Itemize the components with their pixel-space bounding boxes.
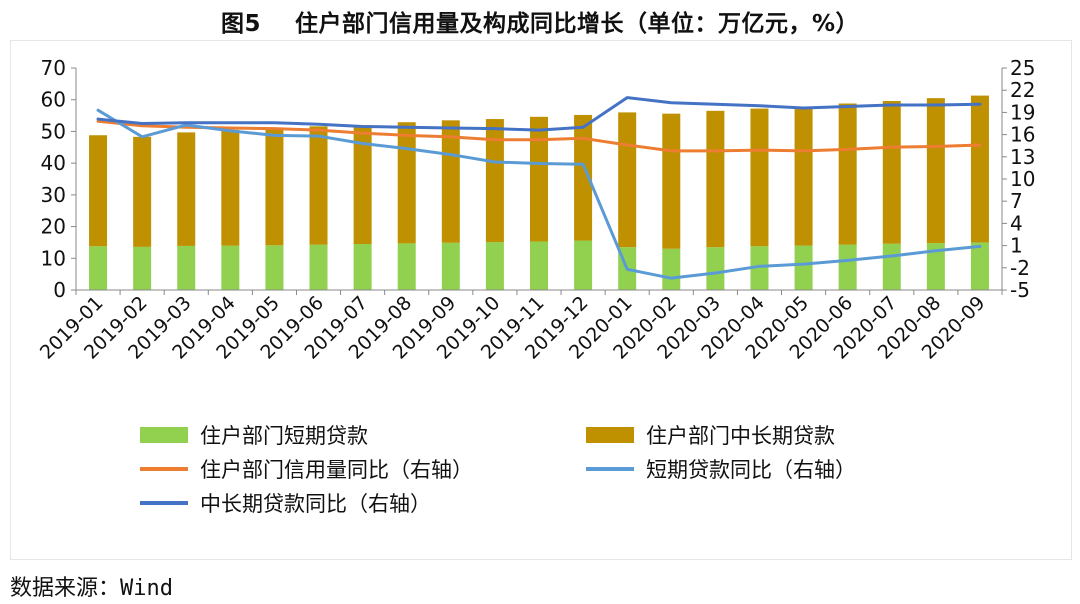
line-series xyxy=(96,96,982,132)
bar-long-loans xyxy=(926,98,945,244)
bar-long-loans xyxy=(441,120,460,243)
bar-short-loans xyxy=(177,245,196,290)
bar-short-loans xyxy=(530,241,548,290)
bar-short-loans xyxy=(838,244,857,290)
bar-long-loans xyxy=(530,116,548,242)
left-tick-label: 50 xyxy=(41,119,66,143)
left-tick-label: 0 xyxy=(53,278,66,302)
bar-short-loans xyxy=(265,245,284,290)
legend-credit-yoy: 住户部门信用量同比（右轴） xyxy=(140,456,473,482)
bar-long-loans xyxy=(706,110,725,248)
bar-short-loans xyxy=(353,244,372,290)
bar-long-loans xyxy=(353,125,372,245)
legend-label-long-loans: 住户部门中长期贷款 xyxy=(646,424,835,448)
bar-short-loans xyxy=(662,248,681,290)
legend-label-short-loans: 住户部门短期贷款 xyxy=(200,424,368,448)
bar-short-loans xyxy=(574,240,593,290)
bar-short-loans xyxy=(706,247,725,290)
bar-long-loans xyxy=(750,108,769,247)
bar-short-loans xyxy=(89,246,108,290)
right-tick-label: 25 xyxy=(1010,56,1035,80)
legend-short-yoy: 短期贷款同比（右轴） xyxy=(586,456,856,482)
right-tick-label: 19 xyxy=(1010,100,1035,124)
bar-long-loans xyxy=(221,129,240,246)
chart-title: 图5 住户部门信用量及构成同比增长（单位：万亿元，%） xyxy=(220,11,860,37)
bar-short-loans xyxy=(794,245,813,290)
right-tick-label: 4 xyxy=(1010,211,1023,235)
left-tick-label: 20 xyxy=(41,215,66,239)
bar-long-loans xyxy=(794,106,813,246)
bar-short-loans xyxy=(397,243,416,290)
bar-short-loans xyxy=(221,245,240,290)
bar-short-loans xyxy=(926,243,945,290)
data-source: 数据来源：Wind xyxy=(10,576,173,601)
right-tick-label: 16 xyxy=(1010,123,1035,147)
bar-long-loans xyxy=(397,122,416,244)
right-tick-label: 7 xyxy=(1010,189,1023,213)
bar-short-loans xyxy=(750,246,769,290)
right-tick-label: -5 xyxy=(1010,278,1030,302)
legend-label-credit-yoy: 住户部门信用量同比（右轴） xyxy=(200,458,473,482)
bar-short-loans xyxy=(970,242,989,290)
bar-long-loans xyxy=(485,119,504,243)
bar-short-loans xyxy=(133,246,152,290)
right-tick-label: 10 xyxy=(1010,167,1035,191)
bar-long-loans xyxy=(618,112,637,248)
legend-long-yoy: 中长期贷款同比（右轴） xyxy=(140,490,431,516)
left-tick-label: 70 xyxy=(41,56,66,80)
right-tick-label: 13 xyxy=(1010,145,1035,169)
bar-long-loans xyxy=(882,100,901,244)
bar-long-loans xyxy=(838,103,857,245)
legend-swatch-short-loans xyxy=(140,427,188,443)
right-tick-label: -2 xyxy=(1010,256,1030,280)
bar-long-loans xyxy=(309,126,328,245)
right-tick-label: 1 xyxy=(1010,234,1023,258)
legend-label-long-yoy: 中长期贷款同比（右轴） xyxy=(200,492,431,516)
bar-long-loans xyxy=(89,135,108,247)
left-tick-label: 60 xyxy=(41,88,66,112)
left-tick-label: 40 xyxy=(41,151,66,175)
legend-long-loans: 住户部门中长期贷款 xyxy=(586,422,835,448)
left-tick-label: 10 xyxy=(41,246,66,270)
legend-swatch-long-loans xyxy=(586,427,634,443)
right-tick-label: 22 xyxy=(1010,78,1035,102)
bar-long-loans xyxy=(177,132,196,246)
legend-label-short-yoy: 短期贷款同比（右轴） xyxy=(646,458,856,482)
bar-long-loans xyxy=(133,136,152,247)
line-series xyxy=(96,108,982,280)
left-tick-label: 30 xyxy=(41,183,66,207)
bar-short-loans xyxy=(309,244,328,290)
legend-line-long-yoy xyxy=(140,501,188,505)
bar-short-loans xyxy=(441,242,460,290)
bar-long-loans xyxy=(574,114,593,241)
bar-short-loans xyxy=(882,243,901,290)
bar-long-loans xyxy=(970,95,989,243)
bar-short-loans xyxy=(485,242,504,290)
legend-line-credit-yoy xyxy=(140,467,188,471)
bar-long-loans xyxy=(662,113,681,249)
legend-short-loans: 住户部门短期贷款 xyxy=(140,422,368,448)
legend-line-short-yoy xyxy=(586,467,634,471)
bar-long-loans xyxy=(265,128,284,246)
line-series xyxy=(96,119,982,153)
